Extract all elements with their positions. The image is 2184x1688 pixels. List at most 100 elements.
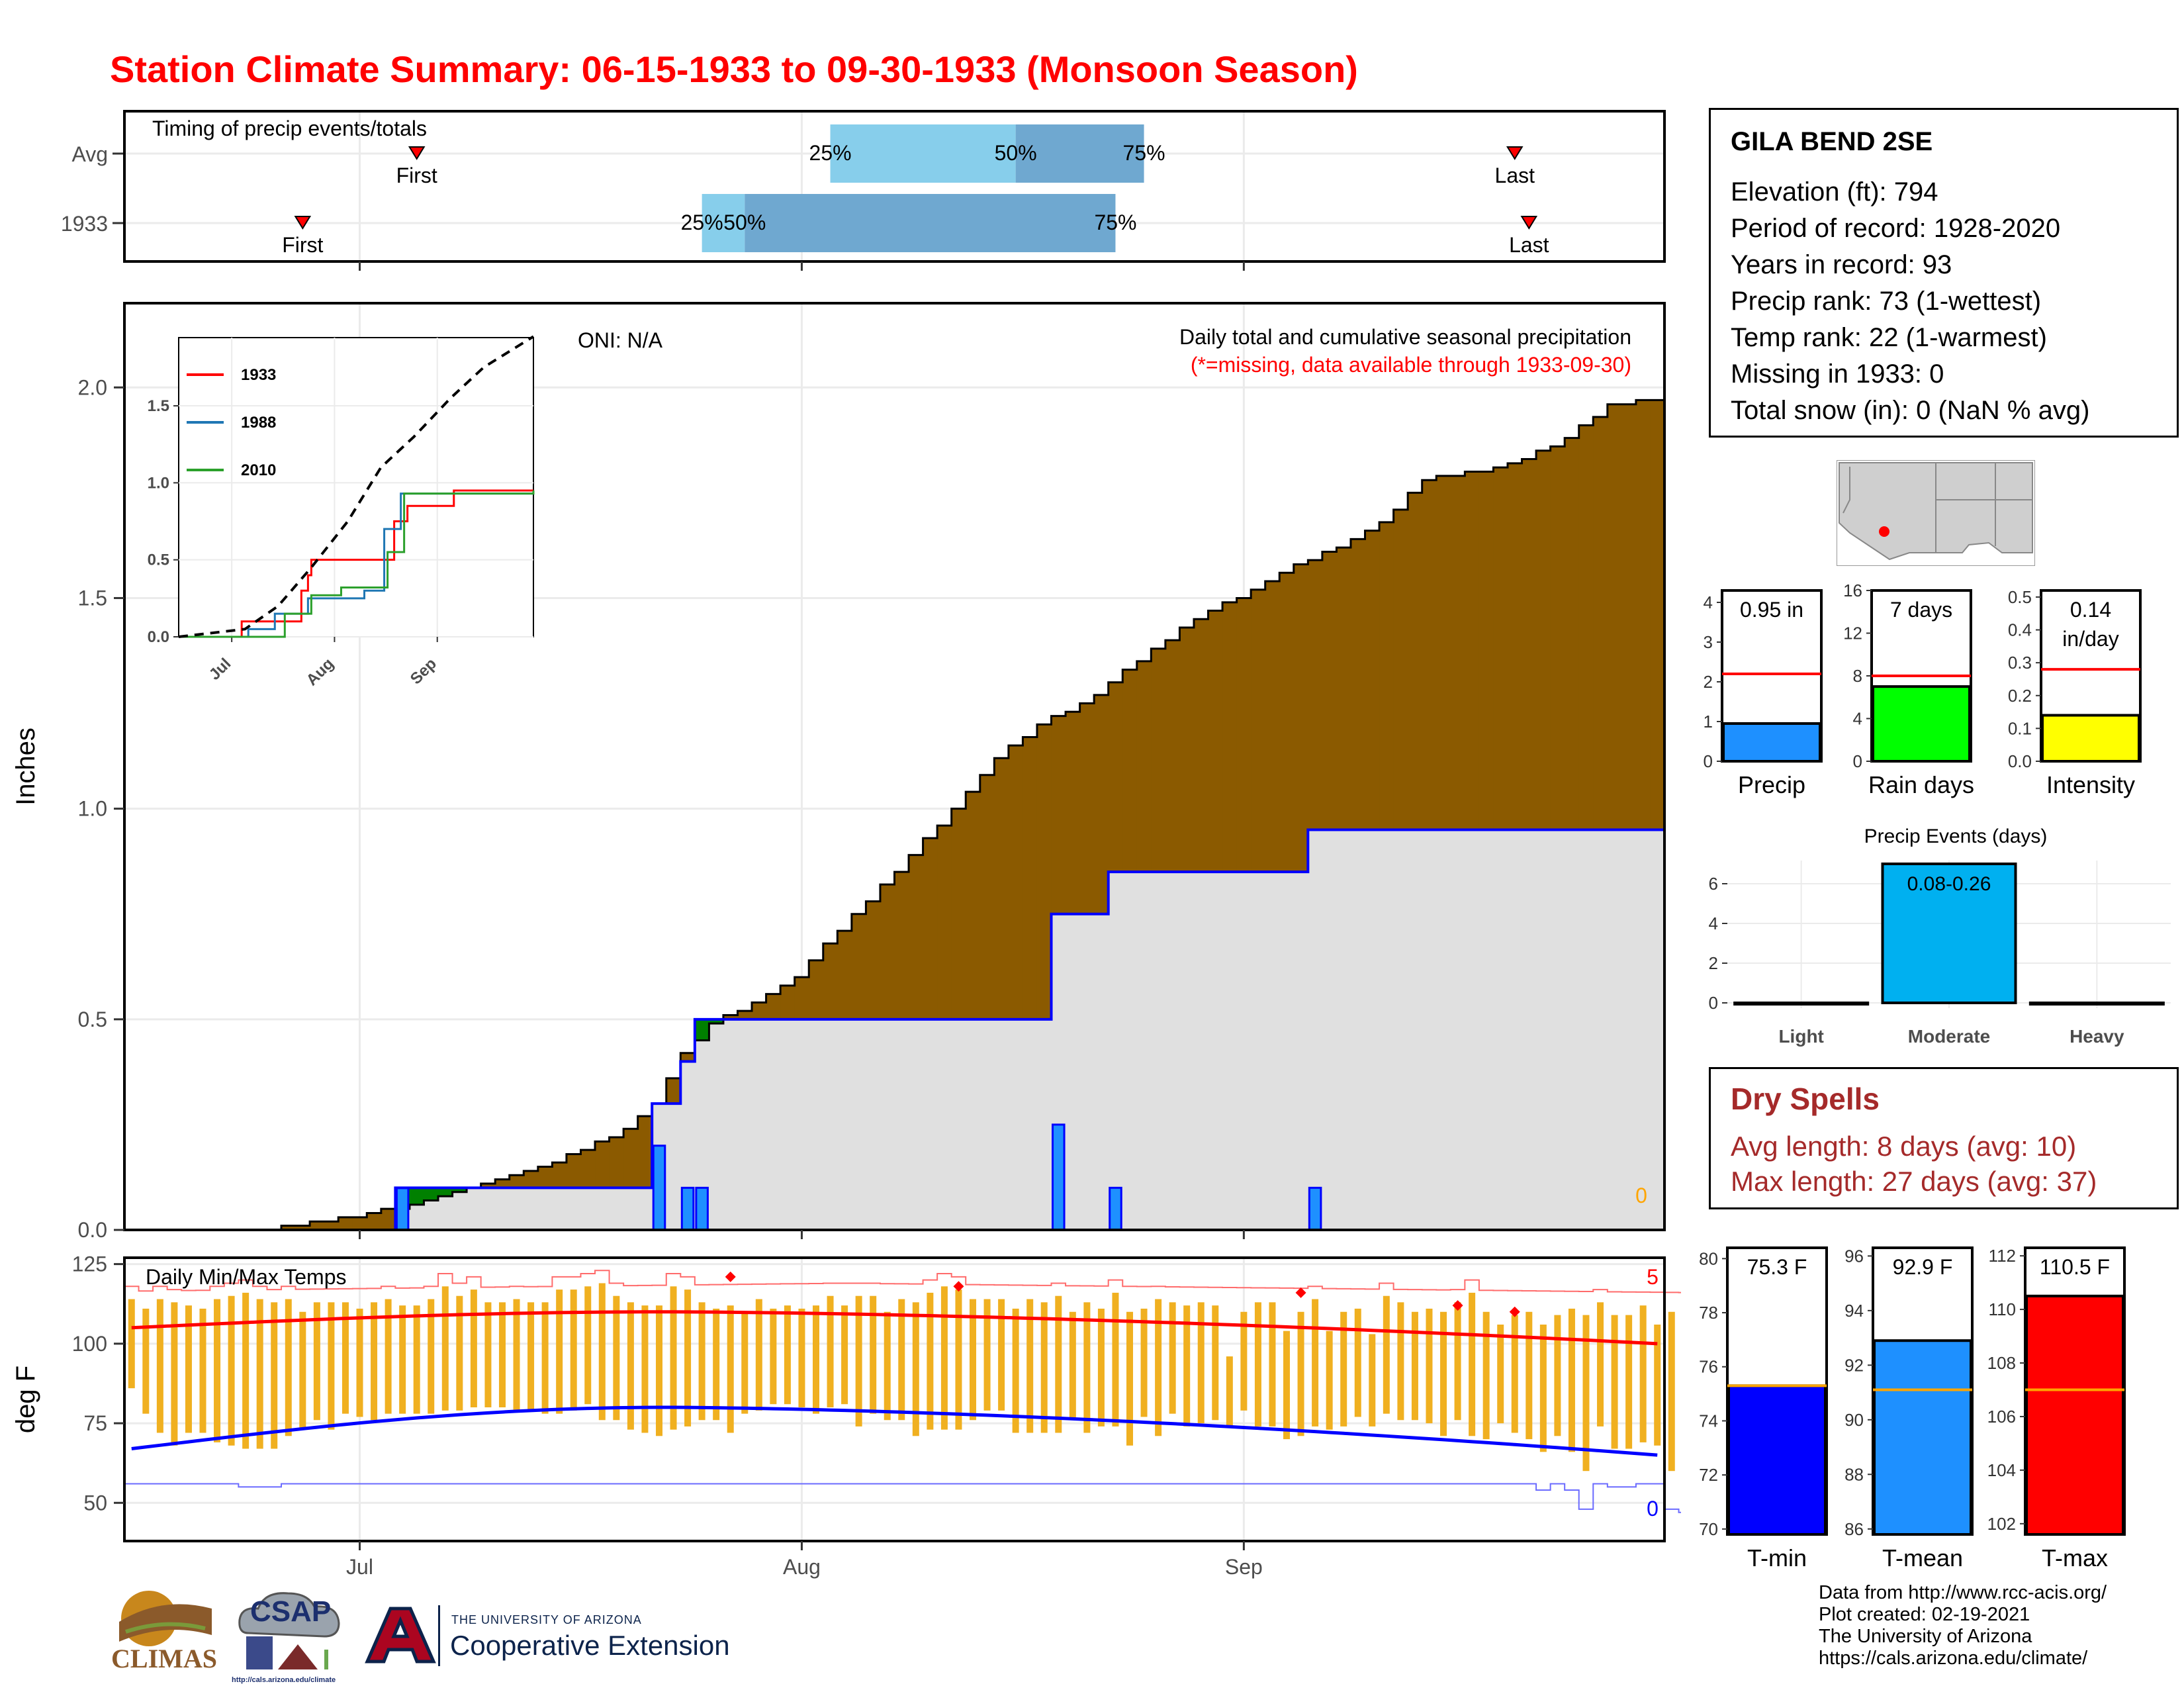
daily-temp-range-bar (970, 1299, 977, 1421)
daily-temp-range-bar (385, 1299, 392, 1414)
cum-below-avg-step (1365, 530, 1380, 830)
cum-below-avg-step (1322, 551, 1338, 830)
cum-avg-area-step (1108, 872, 1123, 1230)
cum-avg-area-step (766, 1019, 781, 1230)
cum-below-avg-step (737, 1011, 752, 1019)
daily-temp-range-bar (741, 1311, 749, 1414)
inset-ytick-label: 0.5 (148, 551, 169, 569)
small-chart-ytick-label: 3 (1704, 632, 1713, 652)
ua-line1: THE UNIVERSITY OF ARIZONA (451, 1613, 642, 1626)
cum-below-avg-step (951, 808, 966, 1019)
cum-below-avg-step (894, 872, 909, 1019)
events-ytick-label: 2 (1709, 953, 1718, 973)
csap-cactus-icon (324, 1650, 328, 1669)
cum-ytick-label: 2.0 (78, 375, 107, 399)
daily-temp-range-bar (142, 1308, 150, 1414)
station-snow: Total snow (in): 0 (NaN % avg) (1731, 396, 2090, 425)
cum-below-avg-step (1493, 467, 1508, 830)
cum-avg-area-step (1336, 829, 1351, 1230)
inset-series-1988 (179, 491, 535, 638)
small-chart-category-label: T-max (2042, 1544, 2108, 1571)
daily-temp-range-bar (498, 1302, 506, 1408)
timing-label-25: 25% (809, 141, 852, 165)
cum-below-avg-step (537, 1166, 553, 1188)
timing-marker-first (294, 216, 312, 230)
daily-temp-range-bar (484, 1302, 492, 1408)
cum-below-avg-step (1621, 404, 1637, 830)
small-chart-ytick-label: 72 (1699, 1465, 1718, 1485)
daily-temp-range-bar (1668, 1311, 1675, 1472)
temp-ytick-label: 50 (83, 1491, 107, 1515)
small-chart-ytick-label: 12 (1843, 624, 1862, 643)
cum-avg-area-step (1408, 829, 1423, 1230)
cum-below-avg-step (623, 1129, 639, 1188)
cum-below-avg-step (866, 901, 881, 1019)
csap-grid-icon (246, 1636, 273, 1669)
inset-ytick-label: 1.0 (148, 474, 169, 492)
record-high-line (124, 1270, 1681, 1293)
daily-temp-range-bar (356, 1308, 363, 1417)
daily-temp-range-bar (613, 1295, 620, 1421)
cum-below-avg-step (880, 884, 895, 1019)
cum-below-avg-step (1578, 425, 1594, 830)
cum-avg-area-step (1536, 829, 1551, 1230)
cum-below-avg-step (1265, 581, 1280, 872)
page-title: Station Climate Summary: 06-15-1933 to 0… (110, 48, 1358, 90)
record-high-marker (725, 1271, 736, 1282)
temp-title: Daily Min/Max Temps (146, 1265, 346, 1289)
daily-temp-range-bar (1554, 1315, 1561, 1436)
station-years: Years in record: 93 (1731, 250, 1952, 279)
cum-avg-area-step (1578, 829, 1594, 1230)
small-chart-ytick-label: 0.2 (2008, 686, 2032, 706)
timing-marker-last (1520, 216, 1538, 230)
cum-above-avg-step (409, 1188, 425, 1205)
temp-xtick-label: Jul (346, 1555, 373, 1579)
events-ytick-label: 0 (1709, 993, 1718, 1013)
cum-avg-area-step (1465, 829, 1480, 1230)
cum-avg-area-step (909, 1019, 924, 1230)
events-category-label: Moderate (1908, 1026, 1990, 1047)
small-chart-value-label: in/day (2062, 627, 2118, 651)
daily-temp-range-bar (1654, 1324, 1661, 1446)
daily-temp-range-bar (1012, 1308, 1019, 1433)
cum-avg-area-step (623, 1188, 639, 1230)
cum-avg-area-step (1450, 829, 1465, 1230)
small-chart-bar-t-max (2025, 1294, 2124, 1536)
cum-below-avg-step (823, 943, 838, 1019)
cum-avg-area-step (823, 1019, 838, 1230)
daily-temp-range-bar (256, 1299, 263, 1449)
small-chart-ytick-label: 0.3 (2008, 653, 2032, 673)
daily-temp-range-bar (1454, 1302, 1461, 1421)
small-chart-bar-rain-days (1872, 685, 1971, 763)
cum-avg-area-step (495, 1188, 510, 1230)
timing-label-first: First (396, 164, 437, 187)
cum-avg-area-step (1122, 872, 1138, 1230)
events-bar-heavy (2028, 1002, 2165, 1006)
small-chart-value-label: 110.5 F (2040, 1255, 2110, 1279)
cum-below-avg-step (1422, 480, 1437, 830)
cum-below-avg-step (338, 1217, 353, 1230)
cum-avg-area-step (880, 1019, 895, 1230)
cum-below-avg-step (1593, 416, 1608, 830)
dry-spells-max: Max length: 27 days (avg: 37) (1731, 1166, 2097, 1197)
record-high-marker (953, 1281, 964, 1292)
cum-avg-area-step (1550, 829, 1565, 1230)
daily-temp-range-bar (598, 1283, 606, 1421)
daily-temp-range-bar (841, 1305, 848, 1405)
events-ytick-label: 4 (1709, 914, 1718, 933)
cum-avg-area-step (1251, 872, 1266, 1230)
cum-below-avg-step (1479, 471, 1494, 830)
climas-label: CLIMAS (111, 1644, 218, 1673)
daily-temp-range-bar (940, 1286, 948, 1430)
locator-map (1837, 460, 2035, 566)
avg-tmax-line (131, 1310, 1658, 1346)
cum-ytick-label: 1.5 (78, 586, 107, 610)
daily-temp-range-bar (983, 1299, 991, 1411)
csap-logo (238, 1592, 340, 1669)
small-chart-value-label: 0.95 in (1740, 598, 1803, 622)
daily-temp-range-bar (670, 1286, 677, 1430)
cum-avg-area-step (1650, 829, 1665, 1230)
cum-below-avg-step (1251, 589, 1266, 872)
temp-ytick-label: 125 (72, 1252, 107, 1276)
